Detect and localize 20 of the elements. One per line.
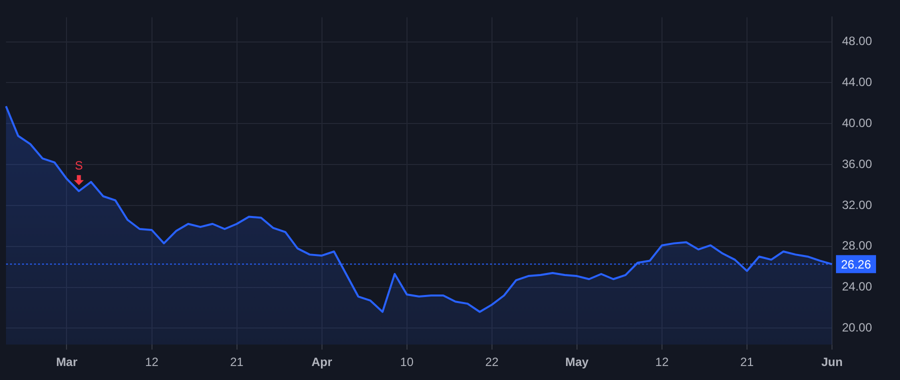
x-tick-label: 21 xyxy=(740,355,754,370)
x-tick-label: Mar xyxy=(56,355,78,370)
x-tick-label: 12 xyxy=(145,355,159,370)
y-tick-label: 28.00 xyxy=(842,238,872,253)
y-tick-label: 32.00 xyxy=(842,198,872,212)
annotation: S xyxy=(74,158,83,172)
y-tick-label: 44.00 xyxy=(842,74,872,89)
x-tick-label: Jun xyxy=(821,355,843,370)
y-tick-label: 48.00 xyxy=(842,34,872,48)
x-tick-label: Apr xyxy=(311,355,332,370)
y-tick-label: 36.00 xyxy=(842,156,872,171)
x-tick-label: 22 xyxy=(485,355,499,370)
y-tick-label: 24.00 xyxy=(842,280,872,294)
x-tick-label: 21 xyxy=(230,355,244,370)
ref-line-label: 26.26 xyxy=(841,257,872,272)
x-tick-label: 12 xyxy=(655,355,669,370)
x-tick-label: 10 xyxy=(400,355,414,370)
y-tick-label: 20.00 xyxy=(842,320,872,335)
x-tick-label: May xyxy=(565,355,589,370)
y-tick-label: 40.00 xyxy=(842,116,872,130)
